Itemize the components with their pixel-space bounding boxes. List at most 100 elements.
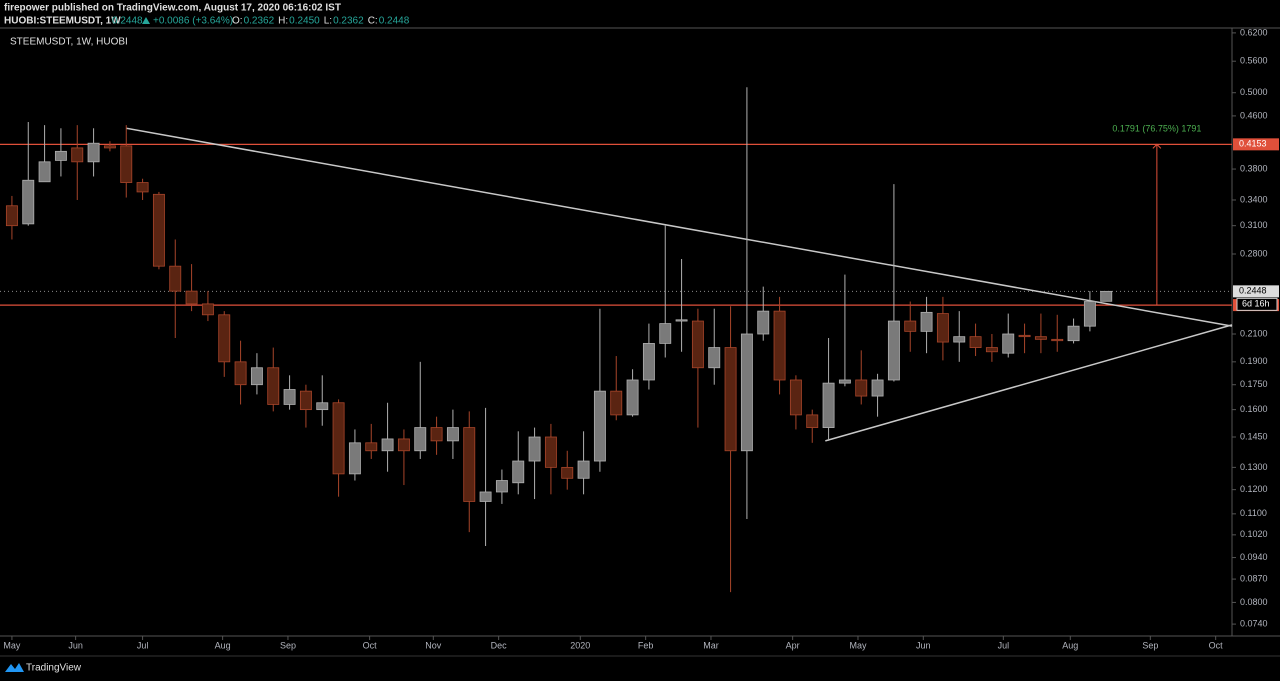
candle-body <box>969 336 982 348</box>
candle-body <box>789 379 802 416</box>
candle-body <box>397 438 410 452</box>
ohlc-key: L: <box>324 16 332 27</box>
candle-body <box>953 336 966 343</box>
symbol: HUOBI:STEEMUSDT, 1W <box>4 16 121 27</box>
y-tick-label: 0.0740 <box>1240 618 1268 628</box>
y-tick-label: 0.5600 <box>1240 56 1268 66</box>
ohlc-value: 0.2450 <box>289 16 320 27</box>
candle-body <box>479 491 492 502</box>
candle-body <box>1051 338 1064 342</box>
x-tick-label: Jul <box>998 640 1010 650</box>
y-tick-label: 0.6200 <box>1240 27 1268 37</box>
ohlc-value: 0.2362 <box>333 16 364 27</box>
candle-body <box>1067 325 1080 342</box>
candle-body <box>495 480 508 493</box>
candle-body <box>120 145 133 183</box>
countdown-flag <box>1236 297 1278 311</box>
candle-body <box>871 379 884 397</box>
candle-body <box>54 150 67 161</box>
candle-body <box>544 436 557 468</box>
x-tick-label: Mar <box>703 640 719 650</box>
price-flag-label: 0.4153 <box>1239 139 1267 149</box>
candle-body <box>904 320 917 332</box>
candle-body <box>920 311 933 332</box>
candle-body <box>740 333 753 452</box>
candle-body <box>299 390 312 411</box>
countdown: 6d 16h <box>1242 299 1270 309</box>
x-tick-label: May <box>3 640 21 650</box>
candle-body <box>512 460 525 484</box>
candle-body <box>38 161 51 183</box>
price-flag <box>1233 138 1279 151</box>
candle-body <box>201 303 214 316</box>
candle-body <box>773 310 786 381</box>
y-tick-label: 0.0870 <box>1240 573 1268 583</box>
measure-arrow <box>1152 143 1162 149</box>
ohlc-key: O: <box>232 16 243 27</box>
x-tick-label: Sep <box>280 640 296 650</box>
candle-body <box>1034 336 1047 340</box>
y-tick-label: 0.1200 <box>1240 484 1268 494</box>
ohlc-key: H: <box>278 16 288 27</box>
candle-body <box>250 367 263 386</box>
y-tick-label: 0.2800 <box>1240 248 1268 258</box>
x-tick-label: Apr <box>786 640 800 650</box>
candle-body <box>659 323 672 344</box>
trendline <box>825 324 1233 442</box>
chart-title: STEEMUSDT, 1W, HUOBI <box>10 37 128 48</box>
x-tick-label: Oct <box>1209 640 1224 650</box>
candle-body <box>528 436 541 462</box>
up-arrow <box>142 17 150 24</box>
y-tick-label: 0.1900 <box>1240 356 1268 366</box>
measure-label: 0.1791 (76.75%) 1791 <box>1112 124 1201 134</box>
y-tick-label: 0.1600 <box>1240 404 1268 414</box>
candle-body <box>593 390 606 462</box>
candle-body <box>185 290 198 305</box>
price-flag-label: 0.2448 <box>1239 286 1267 296</box>
candle-body <box>838 379 851 384</box>
x-tick-label: Dec <box>491 640 508 650</box>
candle-body <box>234 361 247 386</box>
candle-body <box>332 402 345 475</box>
candle-body <box>1002 333 1015 354</box>
candle-body <box>103 145 116 149</box>
x-tick-label: Jul <box>137 640 149 650</box>
candle-body <box>71 147 84 163</box>
candle-body <box>446 427 459 442</box>
y-tick-label: 0.0940 <box>1240 552 1268 562</box>
candle-body <box>267 367 280 405</box>
y-tick-label: 0.1300 <box>1240 462 1268 472</box>
candle-body <box>365 442 378 452</box>
candle-body <box>936 313 949 343</box>
candle-body <box>757 310 770 335</box>
candle-body <box>724 347 737 452</box>
x-tick-label: Jun <box>68 640 83 650</box>
y-tick-label: 0.3400 <box>1240 194 1268 204</box>
x-tick-label: Feb <box>638 640 654 650</box>
x-tick-label: Aug <box>215 640 231 650</box>
candle-body <box>22 179 35 225</box>
candle-body <box>169 265 182 292</box>
candle-body <box>381 438 394 452</box>
candle-body <box>463 427 476 502</box>
y-tick-label: 0.4600 <box>1240 110 1268 120</box>
candle-body <box>1083 301 1096 327</box>
ohlc-key: C: <box>368 16 378 27</box>
candle-body <box>152 193 165 267</box>
x-tick-label: Aug <box>1062 640 1078 650</box>
y-tick-label: 0.1450 <box>1240 431 1268 441</box>
x-tick-label: Oct <box>363 640 378 650</box>
candle-body <box>1018 334 1031 338</box>
candle-body <box>985 347 998 353</box>
candle-body <box>806 414 819 428</box>
candle-body <box>414 427 427 452</box>
candle-body <box>348 442 361 475</box>
candle-body <box>708 347 721 369</box>
candle-body <box>577 460 590 479</box>
x-tick-label: May <box>849 640 867 650</box>
ohlc-value: 0.2362 <box>244 16 275 27</box>
x-tick-label: 2020 <box>570 640 590 650</box>
brand: TradingView <box>26 663 82 674</box>
logo <box>5 663 24 672</box>
candle-body <box>855 379 868 397</box>
